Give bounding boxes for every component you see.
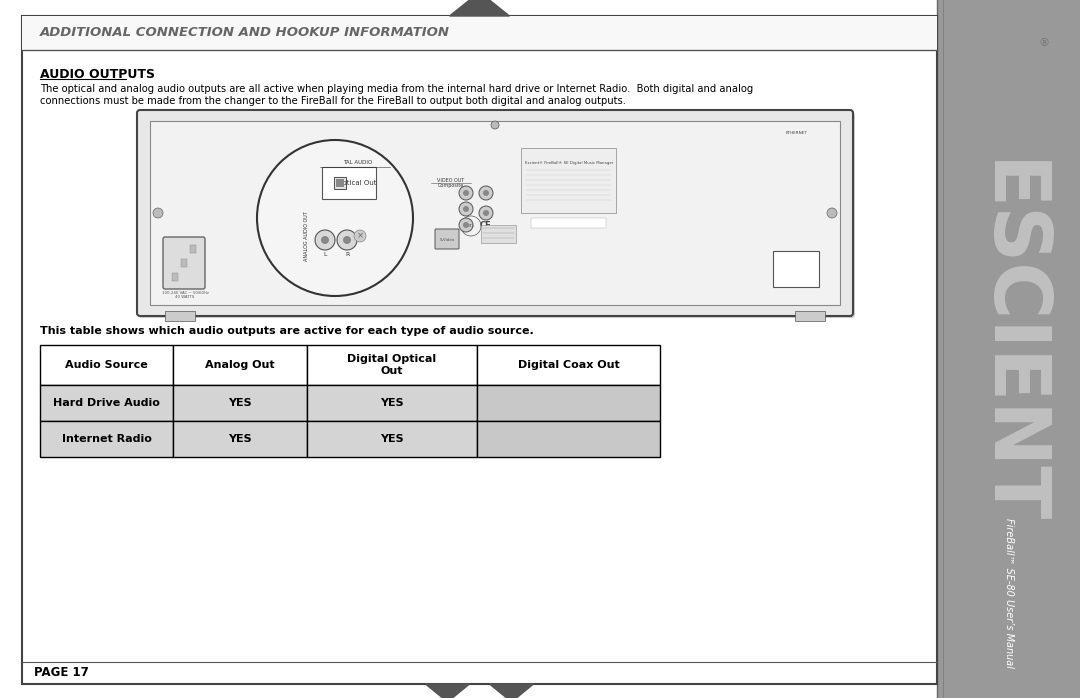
Circle shape <box>463 206 469 212</box>
Bar <box>150 121 840 305</box>
Text: Digital Coax Out: Digital Coax Out <box>517 360 620 370</box>
Circle shape <box>459 186 473 200</box>
Circle shape <box>354 230 366 242</box>
Bar <box>477 345 660 385</box>
Bar <box>795 311 825 321</box>
Text: Internet Radio: Internet Radio <box>62 434 151 444</box>
Circle shape <box>483 210 489 216</box>
Circle shape <box>491 121 499 129</box>
Text: FireBall™ SE-80 User’s Manual: FireBall™ SE-80 User’s Manual <box>1003 518 1013 668</box>
Bar <box>40 421 173 457</box>
Text: AUDIO OUTPUTS: AUDIO OUTPUTS <box>40 68 156 81</box>
Text: ×: × <box>356 232 364 241</box>
Text: Escient® FireBall® SE Digital Music Manager: Escient® FireBall® SE Digital Music Mana… <box>525 161 613 165</box>
Text: Optical Out: Optical Out <box>337 180 377 186</box>
FancyBboxPatch shape <box>435 229 459 249</box>
Text: VIDEO OUT: VIDEO OUT <box>437 177 464 182</box>
Text: Audio Source: Audio Source <box>65 360 148 370</box>
Bar <box>173 421 307 457</box>
Text: ANALOG AUDIO OUT: ANALOG AUDIO OUT <box>305 211 310 261</box>
Text: PAGE 17: PAGE 17 <box>33 667 89 679</box>
Text: Composite: Composite <box>437 184 464 188</box>
Bar <box>173 385 307 421</box>
Circle shape <box>315 230 335 250</box>
FancyBboxPatch shape <box>773 251 819 287</box>
Bar <box>307 345 477 385</box>
Bar <box>481 225 516 243</box>
Bar <box>22 16 937 684</box>
FancyBboxPatch shape <box>322 167 376 199</box>
FancyBboxPatch shape <box>137 110 853 316</box>
Text: connections must be made from the changer to the FireBall for the FireBall to ou: connections must be made from the change… <box>40 96 626 106</box>
Circle shape <box>480 206 492 220</box>
Text: Digital Optical
Out: Digital Optical Out <box>348 354 436 376</box>
Circle shape <box>153 208 163 218</box>
Bar <box>22 16 937 50</box>
Text: R: R <box>345 251 349 256</box>
Circle shape <box>321 236 329 244</box>
Text: YES: YES <box>380 398 404 408</box>
Polygon shape <box>426 684 470 698</box>
Text: ADDITIONAL CONNECTION AND HOOKUP INFORMATION: ADDITIONAL CONNECTION AND HOOKUP INFORMA… <box>40 27 450 40</box>
Bar <box>173 345 307 385</box>
Circle shape <box>459 202 473 216</box>
Text: Analog Out: Analog Out <box>205 360 274 370</box>
Text: YES: YES <box>380 434 404 444</box>
Text: ®: ® <box>1039 38 1050 48</box>
Bar <box>165 311 195 321</box>
Circle shape <box>257 140 413 296</box>
FancyBboxPatch shape <box>139 112 855 318</box>
Bar <box>40 385 173 421</box>
Text: 100-240 VAC ~ 50/60Hz: 100-240 VAC ~ 50/60Hz <box>162 291 208 295</box>
Bar <box>531 218 606 228</box>
Text: S-Video: S-Video <box>440 238 455 242</box>
Circle shape <box>463 190 469 196</box>
Bar <box>181 259 187 267</box>
Bar <box>172 273 178 281</box>
Text: 40 WATTS: 40 WATTS <box>175 295 194 299</box>
Bar <box>336 179 345 187</box>
Bar <box>334 177 346 189</box>
Bar <box>521 148 616 213</box>
Circle shape <box>483 190 489 196</box>
Bar <box>477 385 660 421</box>
Circle shape <box>459 218 473 232</box>
Bar <box>307 421 477 457</box>
Text: YES: YES <box>228 434 252 444</box>
Text: This table shows which audio outputs are active for each type of audio source.: This table shows which audio outputs are… <box>40 326 534 336</box>
Circle shape <box>463 222 469 228</box>
Bar <box>40 345 173 385</box>
Text: CE: CE <box>481 221 491 230</box>
Bar <box>190 245 195 253</box>
Bar <box>937 0 1080 698</box>
Text: ETL: ETL <box>468 224 475 228</box>
Text: ETHERNET: ETHERNET <box>785 131 807 135</box>
Text: The optical and analog audio outputs are all active when playing media from the : The optical and analog audio outputs are… <box>40 84 753 94</box>
Bar <box>307 385 477 421</box>
Text: ESCIENT: ESCIENT <box>971 160 1047 526</box>
Text: Hard Drive Audio: Hard Drive Audio <box>53 398 160 408</box>
Text: YES: YES <box>228 398 252 408</box>
Circle shape <box>827 208 837 218</box>
Circle shape <box>343 236 351 244</box>
Bar <box>477 421 660 457</box>
FancyBboxPatch shape <box>163 237 205 289</box>
Polygon shape <box>489 684 534 698</box>
Polygon shape <box>449 0 510 16</box>
Circle shape <box>480 186 492 200</box>
Circle shape <box>337 230 357 250</box>
Text: L: L <box>323 251 327 256</box>
Text: TAL AUDIO: TAL AUDIO <box>343 161 373 165</box>
